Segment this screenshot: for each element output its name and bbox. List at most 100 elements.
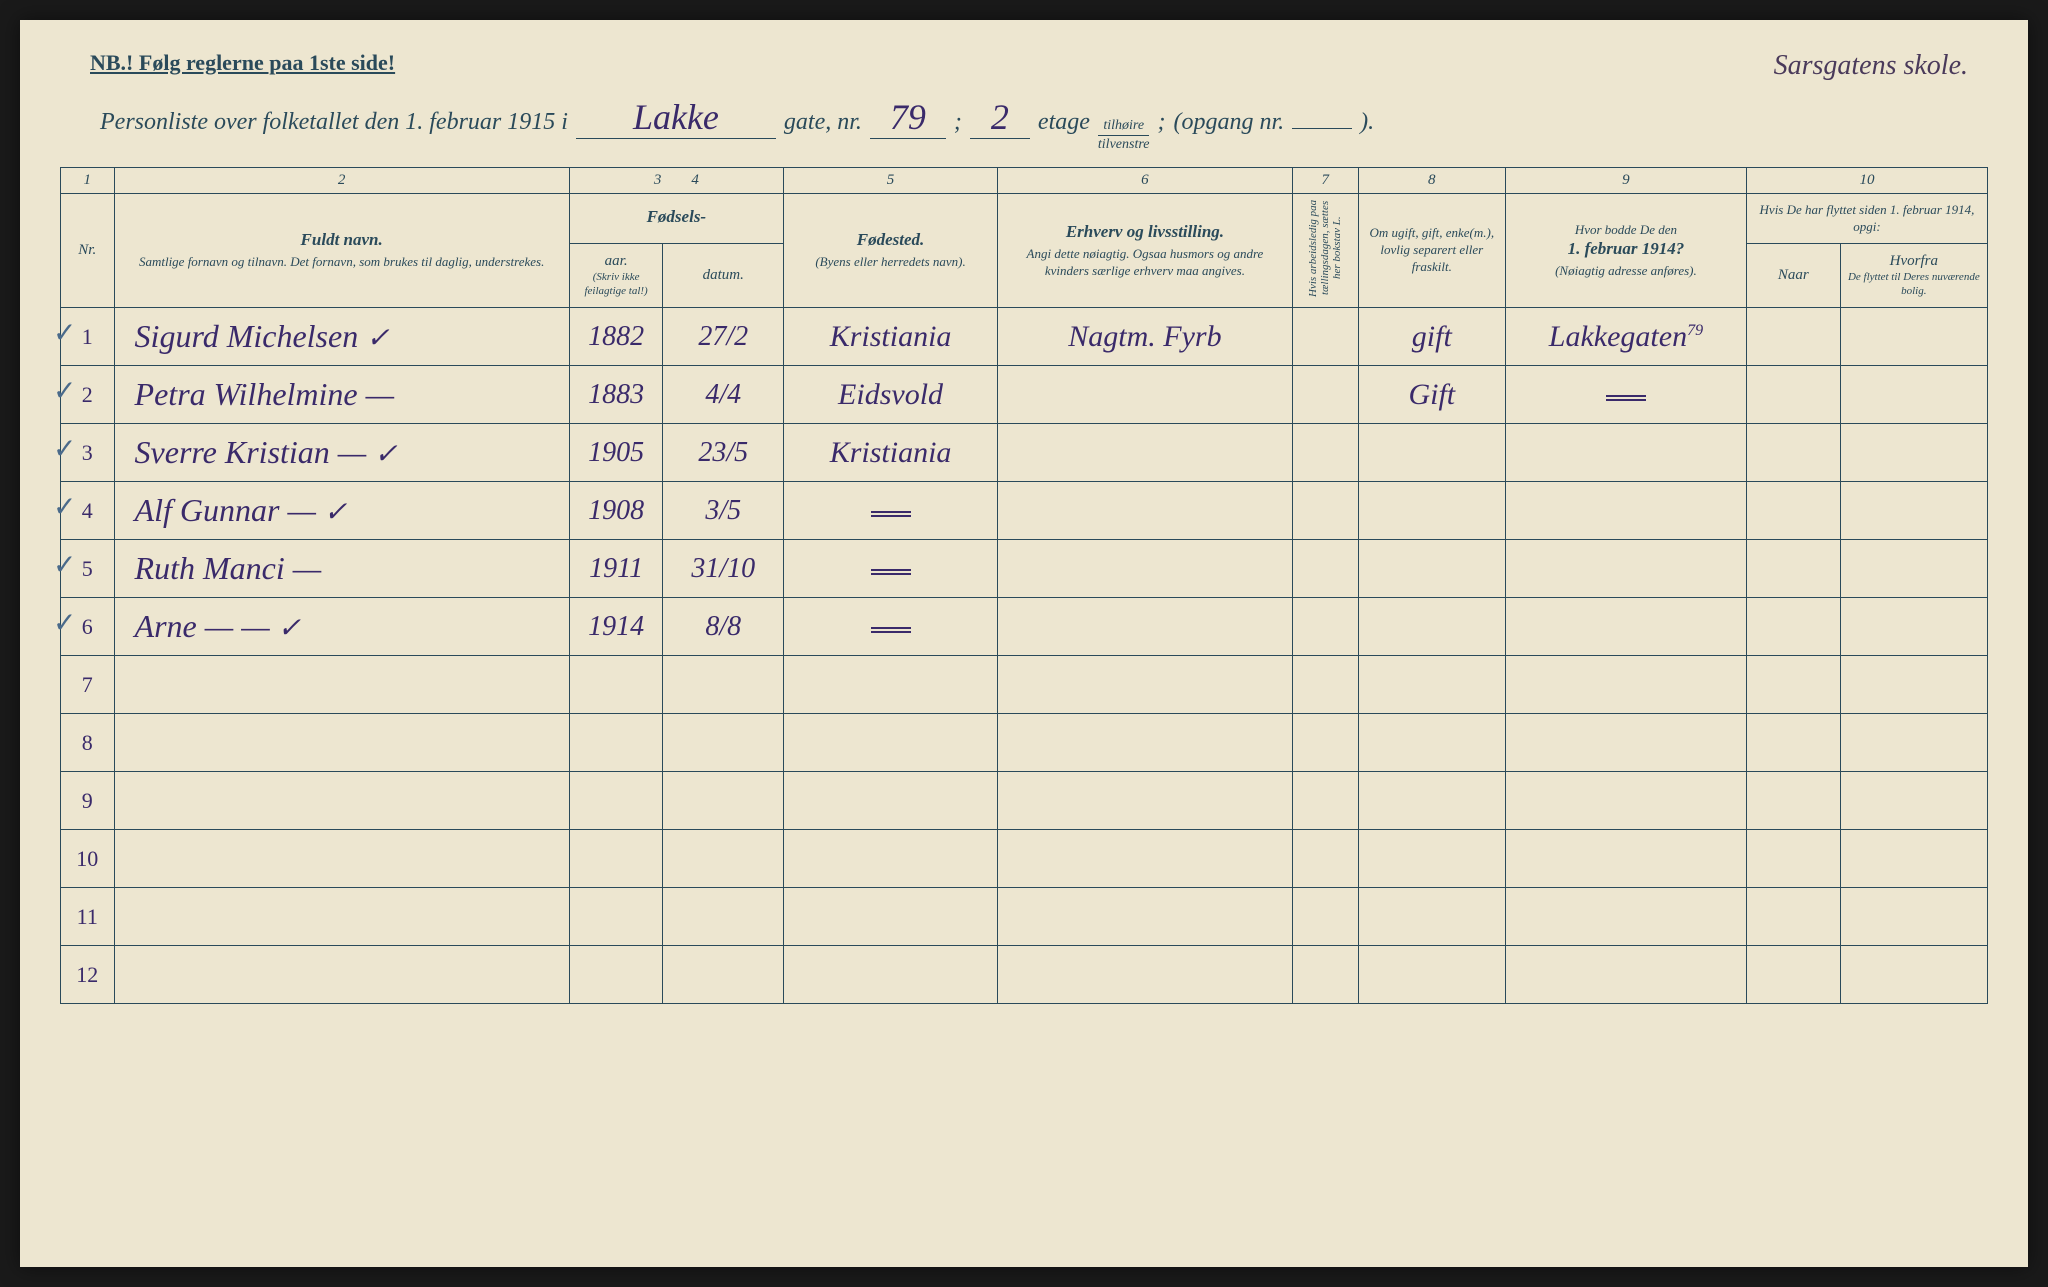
cell-unemployed — [1292, 772, 1358, 830]
header-row: Nr. Fuldt navn. Samtlige fornavn og tiln… — [61, 194, 1988, 244]
row-check-icon: ✓ — [53, 490, 76, 524]
cell-moved-from — [1840, 540, 1987, 598]
table-body: ✓1Sigurd Michelsen✓188227/2KristianiaNag… — [61, 308, 1988, 1004]
opgang-close: ). — [1360, 109, 1374, 136]
hdr-prev-title: Hvor bodde De den — [1512, 222, 1740, 239]
cell-moved-from — [1840, 482, 1987, 540]
fraction-top: tilhøire — [1098, 119, 1150, 136]
cell-nr: 8 — [61, 714, 115, 772]
table-row: ✓6Arne — —✓19148/8 — [61, 598, 1988, 656]
cell-occupation — [998, 482, 1293, 540]
cell-birthplace — [783, 598, 997, 656]
cell-nr: 9 — [61, 772, 115, 830]
hdr-col7: Hvis arbeidsledig paa tællingsdagen, sæt… — [1292, 194, 1358, 308]
cell-name — [114, 656, 569, 714]
cell-occupation — [998, 424, 1293, 482]
cell-name — [114, 946, 569, 1004]
cell-year: 1908 — [569, 482, 663, 540]
cell-birthplace: Kristiania — [783, 308, 997, 366]
cell-year: 1883 — [569, 366, 663, 424]
cell-unemployed — [1292, 540, 1358, 598]
cell-moved-when — [1746, 656, 1840, 714]
cell-unemployed — [1292, 946, 1358, 1004]
cell-occupation — [998, 946, 1293, 1004]
cell-occupation — [998, 598, 1293, 656]
cell-marital — [1358, 482, 1505, 540]
hdr-moved-hvorfra: Hvorfra De flyttet til Deres nuværende b… — [1840, 244, 1987, 308]
colnum-34: 3 4 — [569, 168, 783, 194]
cell-moved-when — [1746, 888, 1840, 946]
cell-marital — [1358, 540, 1505, 598]
etage-label: etage — [1038, 109, 1090, 136]
cell-date — [663, 946, 783, 1004]
colnum-8: 8 — [1358, 168, 1505, 194]
name-check-icon: ✓ — [374, 439, 397, 470]
hdr-birthplace-title: Fødested. — [790, 230, 991, 250]
header-prefix: Personliste over folketallet den 1. febr… — [100, 109, 568, 136]
cell-birthplace — [783, 714, 997, 772]
census-document: NB.! Følg reglerne paa 1ste side! Sarsga… — [20, 20, 2028, 1267]
cell-prev-address — [1505, 888, 1746, 946]
opgang-fill — [1292, 128, 1352, 129]
ditto-mark-icon — [871, 627, 911, 633]
table-row: 8 — [61, 714, 1988, 772]
hdr-name-title: Fuldt navn. — [121, 230, 563, 250]
cell-marital — [1358, 946, 1505, 1004]
cell-occupation — [998, 540, 1293, 598]
hdr-birth-year: aar. (Skriv ikke feilagtige tal!) — [569, 244, 663, 308]
table-row: 10 — [61, 830, 1988, 888]
cell-date: 8/8 — [663, 598, 783, 656]
top-right-annotation: Sarsgatens skole. — [1774, 50, 1968, 82]
row-check-icon: ✓ — [53, 548, 76, 582]
cell-unemployed — [1292, 888, 1358, 946]
cell-marital — [1358, 598, 1505, 656]
hdr-marital-text: Om ugift, gift, enke(m.), lovlig separer… — [1365, 225, 1499, 276]
etage-fill: 2 — [970, 96, 1030, 139]
cell-moved-when — [1746, 772, 1840, 830]
cell-date: 3/5 — [663, 482, 783, 540]
ditto-mark-icon — [871, 511, 911, 517]
cell-occupation — [998, 366, 1293, 424]
colnum-1: 1 — [61, 168, 115, 194]
cell-moved-when — [1746, 366, 1840, 424]
colnum-7: 7 — [1292, 168, 1358, 194]
cell-name — [114, 772, 569, 830]
cell-moved-from — [1840, 308, 1987, 366]
cell-moved-when — [1746, 540, 1840, 598]
gate-label: gate, nr. — [784, 109, 862, 136]
cell-prev-address — [1505, 946, 1746, 1004]
cell-birthplace — [783, 540, 997, 598]
hdr-name: Fuldt navn. Samtlige fornavn og tilnavn.… — [114, 194, 569, 308]
cell-birthplace — [783, 946, 997, 1004]
ditto-mark-icon — [871, 569, 911, 575]
colnum-9: 9 — [1505, 168, 1746, 194]
table-row: 12 — [61, 946, 1988, 1004]
hdr-prev: Hvor bodde De den 1. februar 1914? (Nøia… — [1505, 194, 1746, 308]
table-row: 7 — [61, 656, 1988, 714]
cell-name: Ruth Manci — — [114, 540, 569, 598]
cell-prev-address — [1505, 424, 1746, 482]
cell-moved-from — [1840, 656, 1987, 714]
cell-unemployed — [1292, 366, 1358, 424]
cell-birthplace — [783, 656, 997, 714]
cell-occupation — [998, 830, 1293, 888]
hdr-moved-title-text: Hvis De har flyttet siden 1. februar 191… — [1753, 202, 1981, 236]
cell-moved-from — [1840, 946, 1987, 1004]
table-row: ✓1Sigurd Michelsen✓188227/2KristianiaNag… — [61, 308, 1988, 366]
row-check-icon: ✓ — [53, 432, 76, 466]
hdr-name-sub: Samtlige fornavn og tilnavn. Det fornavn… — [121, 254, 563, 271]
cell-date: 31/10 — [663, 540, 783, 598]
row-check-icon: ✓ — [53, 316, 76, 350]
cell-unemployed — [1292, 598, 1358, 656]
cell-moved-from — [1840, 424, 1987, 482]
cell-moved-when — [1746, 714, 1840, 772]
cell-nr: ✓1 — [61, 308, 115, 366]
cell-year: 1882 — [569, 308, 663, 366]
hdr-birthplace: Fødested. (Byens eller herredets navn). — [783, 194, 997, 308]
cell-moved-from — [1840, 598, 1987, 656]
cell-occupation — [998, 772, 1293, 830]
cell-prev-address — [1505, 656, 1746, 714]
cell-unemployed — [1292, 424, 1358, 482]
cell-moved-from — [1840, 366, 1987, 424]
table-head: 1 2 3 4 5 6 7 8 9 10 Nr. Fuldt navn. Sam… — [61, 168, 1988, 308]
